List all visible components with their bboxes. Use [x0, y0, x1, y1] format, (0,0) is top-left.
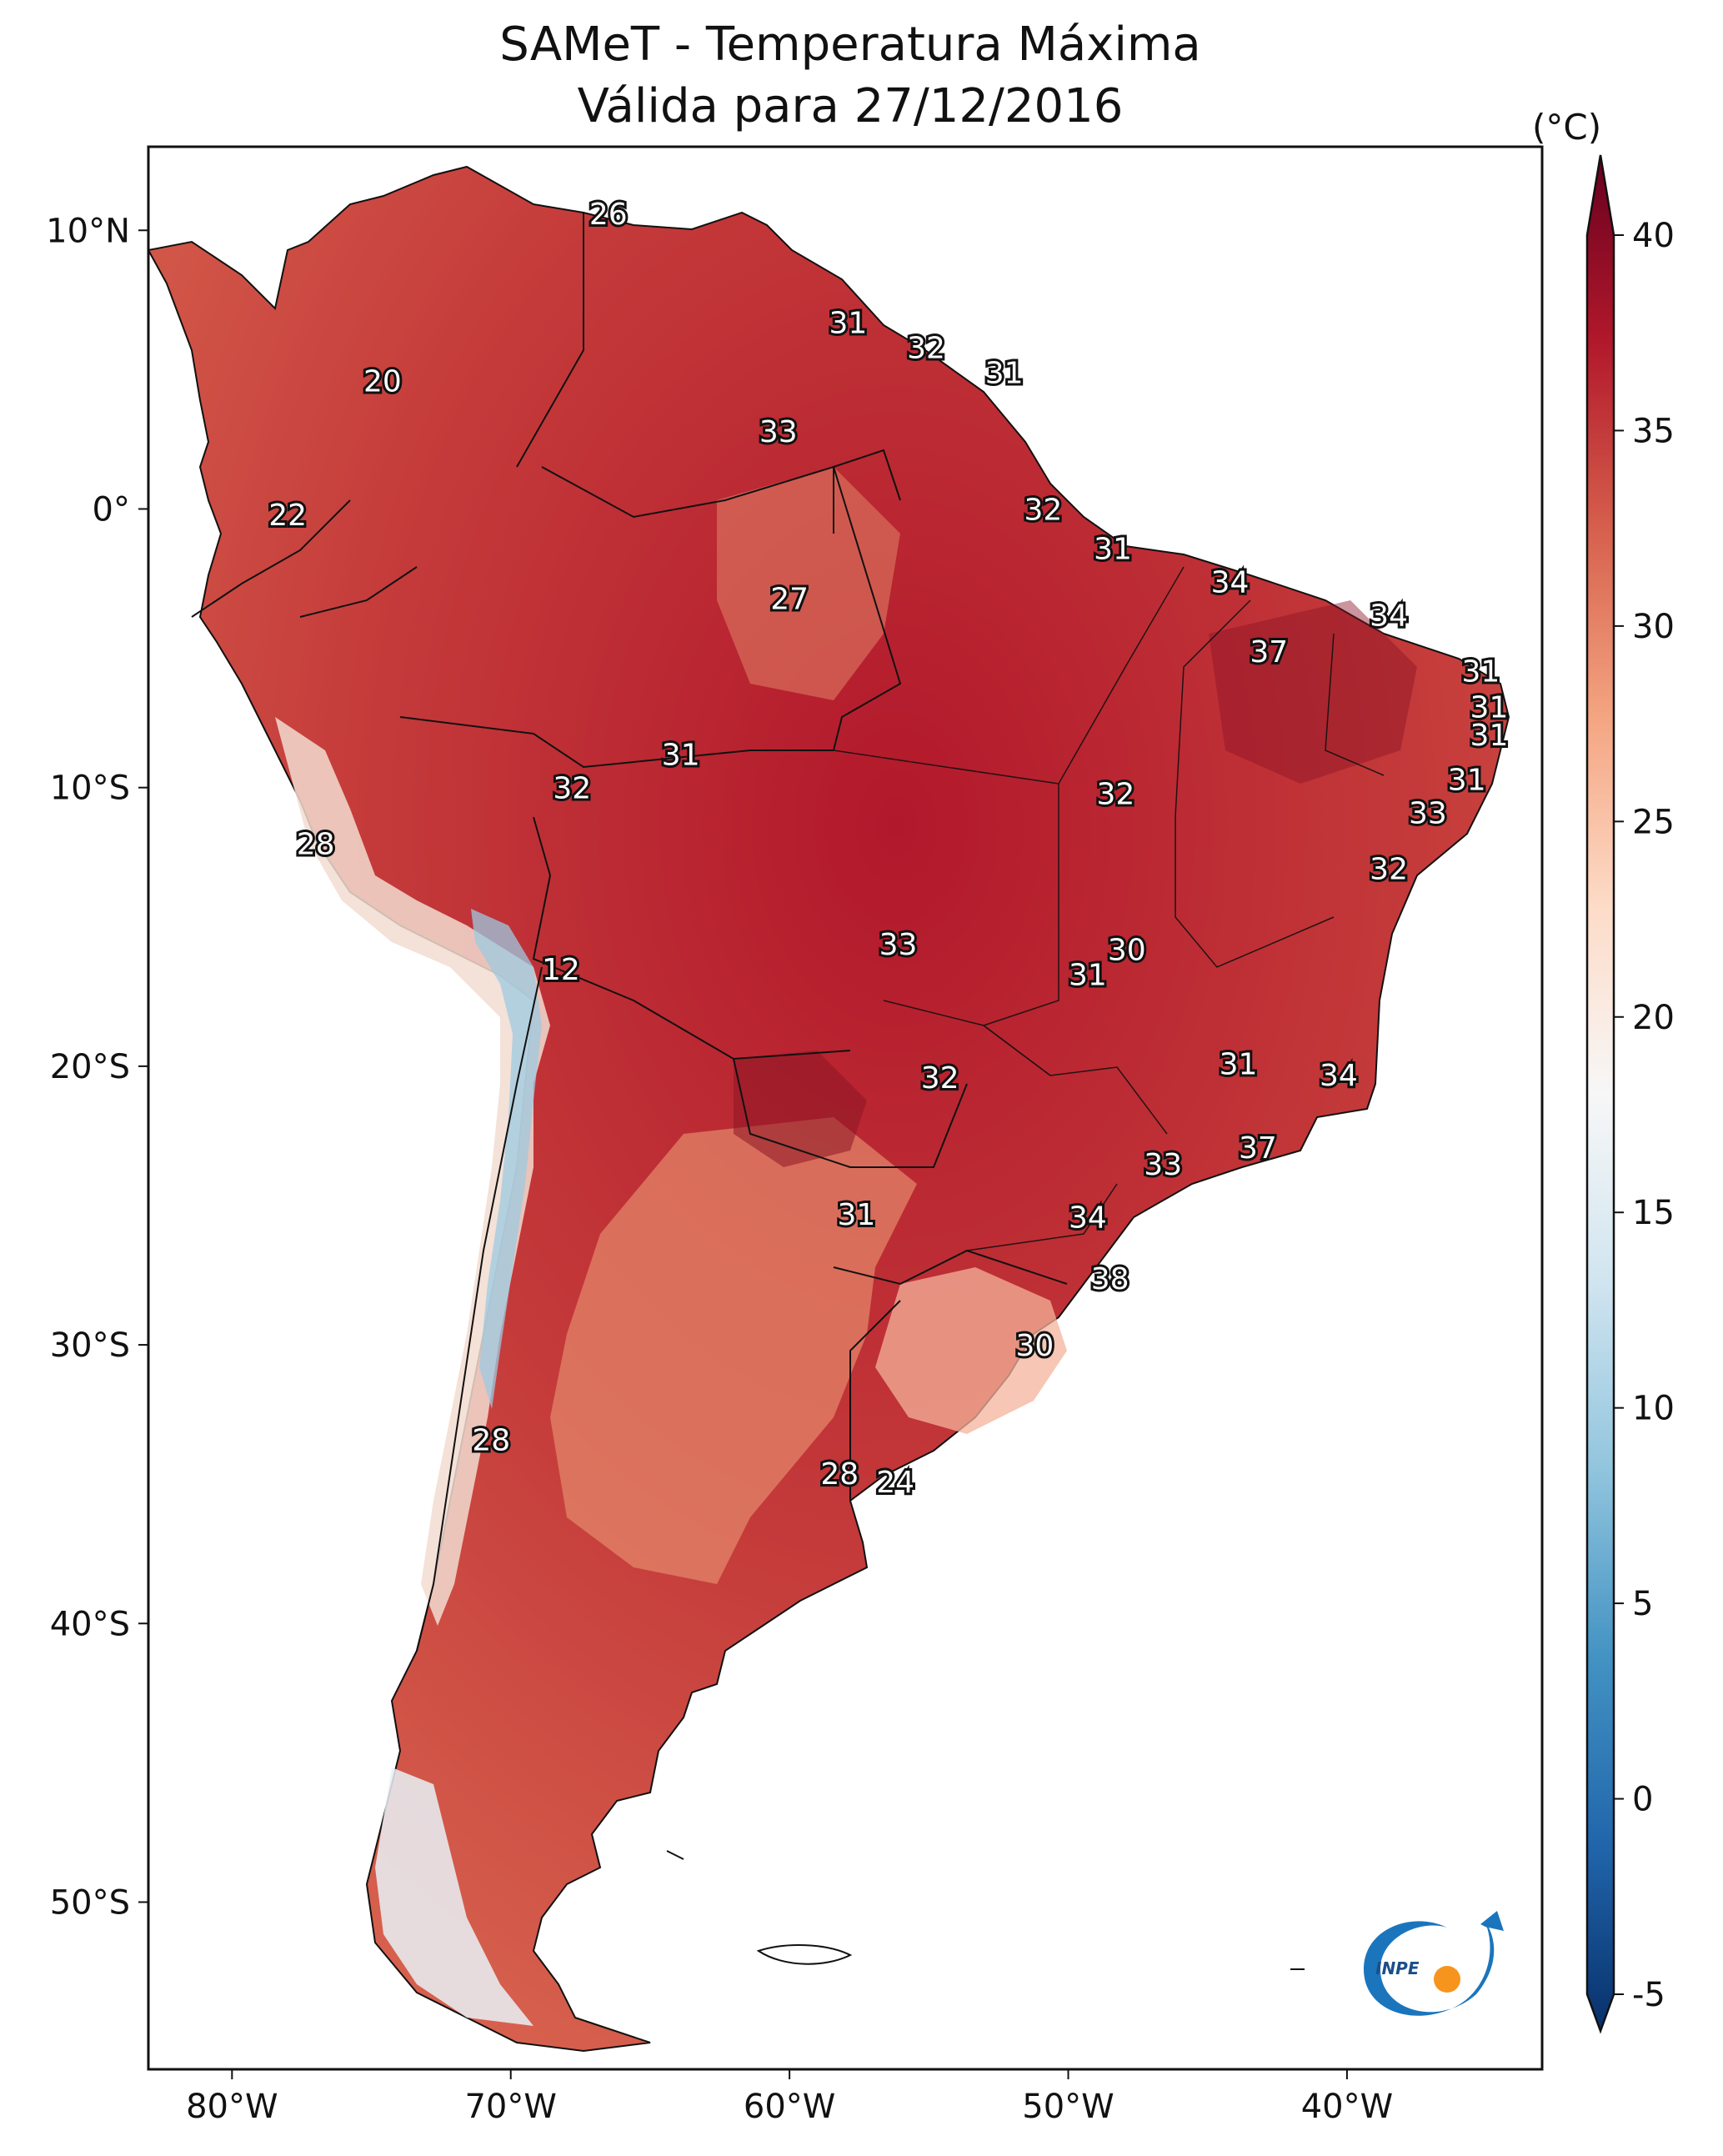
northeast-hot-zone [1209, 600, 1417, 784]
station-value-label: 34 [1370, 599, 1408, 633]
station-value-label: 31 [1094, 532, 1132, 566]
colorbar: -5 0 5 10 15 20 25 30 35 40 [1585, 154, 1675, 2034]
colorbar-tick-label: 5 [1632, 1585, 1653, 1623]
colorbar-tick-label: 0 [1632, 1781, 1653, 1819]
lon-tick-label: 50°W [1022, 2088, 1114, 2126]
station-value-label: 32 [553, 772, 591, 806]
colorbar-tick-label: 35 [1632, 412, 1675, 450]
colorbar-body [1585, 154, 1615, 2034]
colorbar-tick-label: 25 [1632, 803, 1675, 841]
station-value-label: 33 [879, 928, 918, 962]
latitude-axis: 10°N 0° 10°S 20°S 30°S 40°S 50°S [46, 212, 148, 1922]
station-value-label: 27 [770, 582, 809, 616]
paraguay-hot-zone [734, 1050, 867, 1167]
station-value-label: 30 [1015, 1329, 1054, 1363]
lon-tick-label: 70°W [464, 2088, 556, 2126]
lon-tick-label: 80°W [186, 2088, 278, 2126]
inpe-logo: INPE [1364, 1911, 1504, 2016]
lon-tick-label: 60°W [744, 2088, 835, 2126]
station-value-label: 31 [1462, 654, 1500, 689]
station-value-label: 33 [759, 415, 798, 449]
station-value-label: 31 [829, 307, 867, 341]
colorbar-tick-label: -5 [1632, 1976, 1665, 2014]
lat-tick-label: 0° [93, 490, 130, 529]
lat-tick-label: 10°S [50, 770, 130, 808]
colorbar-tick-label: 10 [1632, 1390, 1675, 1428]
colorbar-tick-label: 20 [1632, 999, 1675, 1037]
station-value-label: 24 [876, 1466, 914, 1500]
station-value-label: 31 [985, 357, 1024, 391]
lon-tick-label: 40°W [1301, 2088, 1393, 2126]
state-borders [833, 566, 1385, 1251]
colorbar-tick-label: 30 [1632, 608, 1675, 646]
station-value-label: 34 [1069, 1201, 1107, 1235]
chart-title-line2: Válida para 27/12/2016 [577, 79, 1124, 133]
inpe-logo-dot [1434, 1966, 1460, 1993]
station-value-label: 32 [1096, 777, 1134, 811]
station-value-label: 34 [1211, 565, 1250, 599]
station-value-label: 31 [1470, 719, 1509, 753]
station-value-label: 28 [297, 828, 335, 862]
colorbar-tick-label: 40 [1632, 217, 1675, 255]
station-value-label: 37 [1250, 635, 1288, 669]
station-value-label: 38 [1091, 1262, 1129, 1296]
station-value-label: 31 [1069, 959, 1107, 993]
station-value-label: 20 [363, 365, 402, 399]
station-value-label: 31 [1448, 764, 1486, 798]
station-value-label: 34 [1320, 1059, 1358, 1093]
colorbar-tick-label: 15 [1632, 1194, 1675, 1232]
station-value-label: 28 [820, 1457, 859, 1492]
amazon-warm-zone [717, 467, 900, 700]
station-value-label: 33 [1409, 797, 1447, 831]
lat-tick-label: 20°S [50, 1048, 130, 1086]
pampas-mild-zone [875, 1267, 1067, 1434]
station-value-label: 30 [1108, 934, 1146, 968]
station-value-label: 31 [1220, 1048, 1258, 1082]
colorbar-unit-label: (°C) [1532, 107, 1602, 148]
lat-tick-label: 50°S [50, 1883, 130, 1922]
islands [666, 1850, 1305, 1970]
colorbar-ticks: -5 0 5 10 15 20 25 30 35 40 [1614, 217, 1675, 2014]
longitude-axis: 80°W 70°W 60°W 50°W 40°W [186, 2069, 1393, 2126]
inpe-logo-text: INPE [1375, 1958, 1420, 1978]
station-value-label: 31 [837, 1198, 875, 1232]
station-value-label: 32 [921, 1061, 959, 1096]
chart-title-line1: SAMeT - Temperatura Máxima [499, 18, 1201, 72]
station-value-label: 31 [1470, 691, 1509, 725]
station-value-label: 32 [907, 332, 945, 366]
station-value-label: 32 [1024, 493, 1063, 527]
andes-cold-zone [471, 909, 542, 1409]
station-value-label: 37 [1239, 1131, 1277, 1166]
lat-tick-label: 30°S [50, 1326, 130, 1365]
station-value-label: 28 [472, 1424, 510, 1458]
station-value-label: 12 [542, 953, 580, 987]
southern-cone-warm-zone [550, 1117, 917, 1584]
station-value-label: 31 [662, 739, 700, 773]
inpe-logo-swoosh [1364, 1911, 1504, 2016]
station-value-label: 22 [268, 499, 307, 533]
station-value-label: 32 [1370, 853, 1408, 887]
station-value-label: 33 [1144, 1148, 1182, 1182]
country-borders [191, 213, 1068, 1652]
patagonia-cool-zone [375, 1767, 533, 2026]
lat-tick-label: 10°N [46, 212, 130, 250]
lat-tick-label: 40°S [50, 1605, 130, 1643]
station-value-label: 26 [589, 198, 628, 232]
